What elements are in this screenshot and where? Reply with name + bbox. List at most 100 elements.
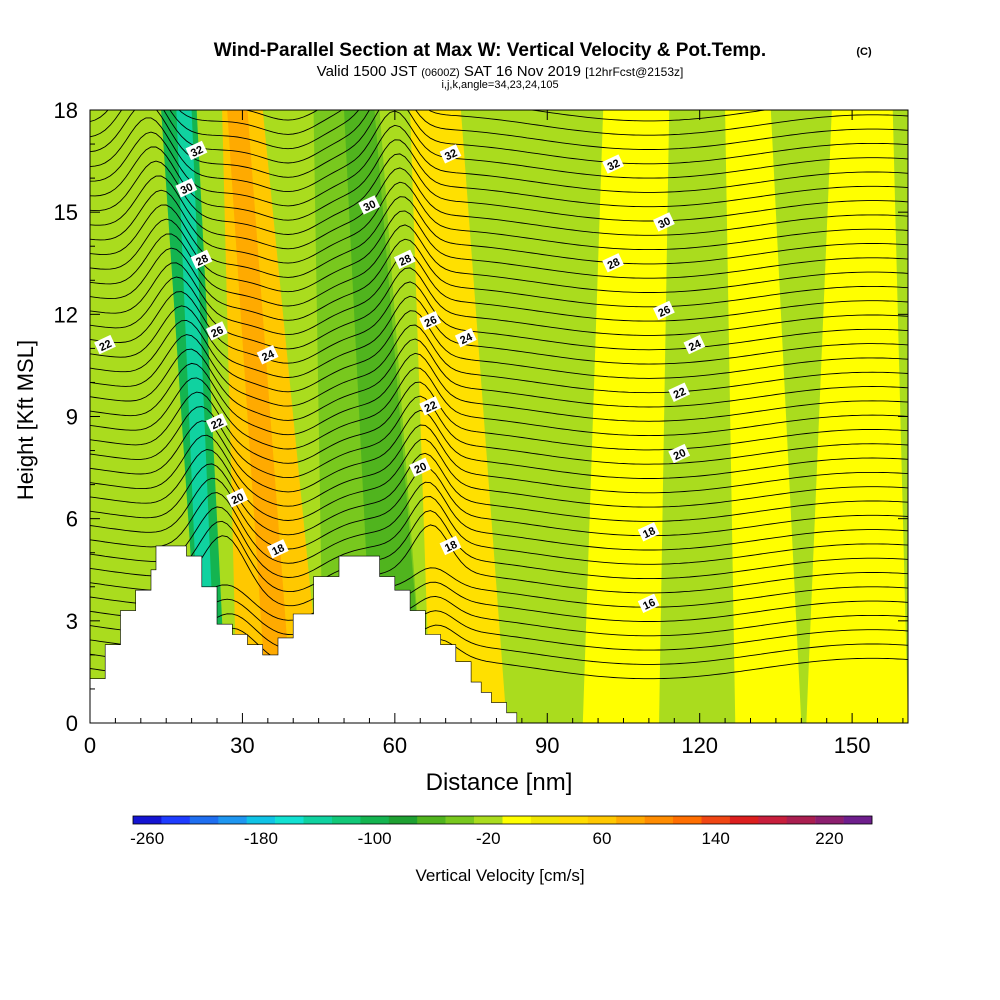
colorbar bbox=[132, 815, 873, 825]
isentrope-line bbox=[90, 452, 908, 536]
contour-label-text: 30 bbox=[179, 181, 195, 197]
y-tick-label: 0 bbox=[66, 711, 78, 736]
contour-label-box bbox=[637, 593, 660, 614]
contour-label-26: 26 bbox=[205, 321, 228, 341]
contour-label-box bbox=[393, 249, 416, 270]
contour-label-22: 22 bbox=[94, 334, 116, 355]
colorbar-tick-label: -100 bbox=[358, 829, 392, 848]
colorbar-frame bbox=[132, 815, 873, 825]
colorbar-swatch bbox=[673, 816, 702, 824]
contour-label-30: 30 bbox=[652, 212, 675, 232]
colorbar-swatch bbox=[303, 816, 333, 824]
contour-label-28: 28 bbox=[602, 253, 624, 273]
contour-label-box bbox=[190, 249, 213, 270]
subtitle-date: SAT 16 Nov 2019 bbox=[464, 63, 581, 80]
contour-label-text: 22 bbox=[423, 399, 439, 415]
isentrope-line bbox=[90, 438, 908, 521]
isentrope-line bbox=[90, 510, 908, 593]
contour-label-box bbox=[419, 396, 442, 416]
isentrope-line bbox=[90, 110, 908, 150]
colorbar-swatch bbox=[218, 816, 247, 824]
velocity-field bbox=[161, 110, 908, 723]
colorbar-swatch bbox=[474, 816, 503, 824]
x-axis: 0 30 60 90 120 150 bbox=[84, 110, 904, 758]
contour-label-text: 18 bbox=[443, 539, 459, 555]
contour-label-text: 24 bbox=[260, 348, 277, 364]
velocity-band-5 bbox=[344, 110, 426, 723]
colorbar-swatch bbox=[360, 816, 390, 824]
contour-label-18: 18 bbox=[637, 522, 660, 542]
colorbar-swatch bbox=[275, 816, 304, 824]
contour-label-box bbox=[175, 178, 198, 198]
contour-label-text: 20 bbox=[672, 447, 688, 463]
isentrope-line bbox=[90, 167, 908, 250]
isentrope-line bbox=[90, 110, 908, 178]
isentrope-line bbox=[90, 595, 908, 650]
contour-label-text: 28 bbox=[606, 256, 622, 272]
isentrope-line bbox=[90, 124, 908, 207]
colorbar-swatch bbox=[388, 816, 418, 824]
colorbar-tick-label: 220 bbox=[815, 829, 843, 848]
contour-label-text: 30 bbox=[656, 215, 672, 231]
chart-title: Wind-Parallel Section at Max W: Vertical… bbox=[214, 40, 766, 61]
contour-label-20: 20 bbox=[226, 488, 248, 508]
y-tick-label: 9 bbox=[66, 405, 78, 430]
isentrope-line bbox=[90, 253, 908, 336]
y-tick-label: 6 bbox=[66, 507, 78, 532]
colorbar-swatch bbox=[133, 816, 162, 824]
contour-label-16: 16 bbox=[637, 593, 660, 614]
isentrope-line bbox=[90, 424, 908, 507]
contour-label-text: 18 bbox=[641, 525, 657, 541]
isentrope-line bbox=[90, 310, 908, 393]
colorbar-label: Vertical Velocity [cm/s] bbox=[415, 866, 584, 885]
velocity-band-3 bbox=[227, 110, 294, 723]
contour-label-box bbox=[652, 212, 675, 232]
contour-label-text: 22 bbox=[98, 338, 114, 354]
isentrope-line bbox=[90, 281, 908, 364]
colorbar-tick-labels: -260 -180 -100 -20 60 140 220 bbox=[130, 829, 843, 848]
colorbar-tick-label: 60 bbox=[593, 829, 612, 848]
chart-subtitle: Valid 1500 JST (0600Z) SAT 16 Nov 2019 [… bbox=[317, 63, 684, 80]
contour-label-box bbox=[419, 310, 442, 331]
contour-label-box bbox=[652, 300, 675, 321]
contour-label-28: 28 bbox=[393, 249, 416, 270]
colorbar-swatch bbox=[843, 816, 873, 824]
contour-label-32: 32 bbox=[185, 140, 208, 161]
contour-label-text: 24 bbox=[458, 331, 475, 347]
isentrope-line bbox=[90, 567, 908, 621]
x-tick-label: 90 bbox=[535, 733, 559, 758]
contour-label-18: 18 bbox=[439, 535, 462, 556]
colorbar-tick-label: -260 bbox=[130, 829, 164, 848]
isentrope-contours bbox=[90, 110, 908, 692]
colorbar-swatch bbox=[786, 816, 816, 824]
y-axis-label: Height [Kft MSL] bbox=[13, 340, 38, 500]
contour-label-box bbox=[602, 253, 624, 273]
contour-label-text: 28 bbox=[397, 253, 413, 269]
contour-label-box bbox=[439, 535, 462, 556]
colorbar-tick-label: 140 bbox=[702, 829, 730, 848]
contour-label-box bbox=[683, 334, 706, 355]
velocity-band-6 bbox=[410, 110, 507, 723]
isentrope-line bbox=[90, 581, 908, 635]
x-tick-label: 60 bbox=[383, 733, 407, 758]
contour-label-30: 30 bbox=[358, 195, 381, 215]
contour-label-20: 20 bbox=[668, 443, 691, 464]
contour-label-box bbox=[185, 140, 208, 161]
isentrope-line bbox=[90, 295, 908, 378]
x-axis-label: Distance [nm] bbox=[426, 769, 573, 796]
y-tick-label: 3 bbox=[66, 609, 78, 634]
isentrope-line bbox=[90, 367, 908, 450]
contour-label-24: 24 bbox=[683, 334, 706, 355]
isentrope-line bbox=[90, 352, 908, 436]
contour-label-box bbox=[205, 321, 228, 341]
contour-labels: 32 30 28 26 24 22 20 18 22 30 28 26 24 22 20 18 32 32 30 28… bbox=[94, 140, 706, 614]
contour-label-text: 20 bbox=[230, 491, 246, 507]
contour-label-text: 32 bbox=[443, 147, 459, 163]
isentrope-line bbox=[178, 110, 769, 135]
colorbar-swatch bbox=[559, 816, 588, 824]
colorbar-swatch bbox=[246, 816, 276, 824]
contour-label-text: 16 bbox=[641, 597, 657, 613]
contour-label-22: 22 bbox=[205, 413, 228, 433]
contour-label-text: 28 bbox=[194, 253, 210, 269]
